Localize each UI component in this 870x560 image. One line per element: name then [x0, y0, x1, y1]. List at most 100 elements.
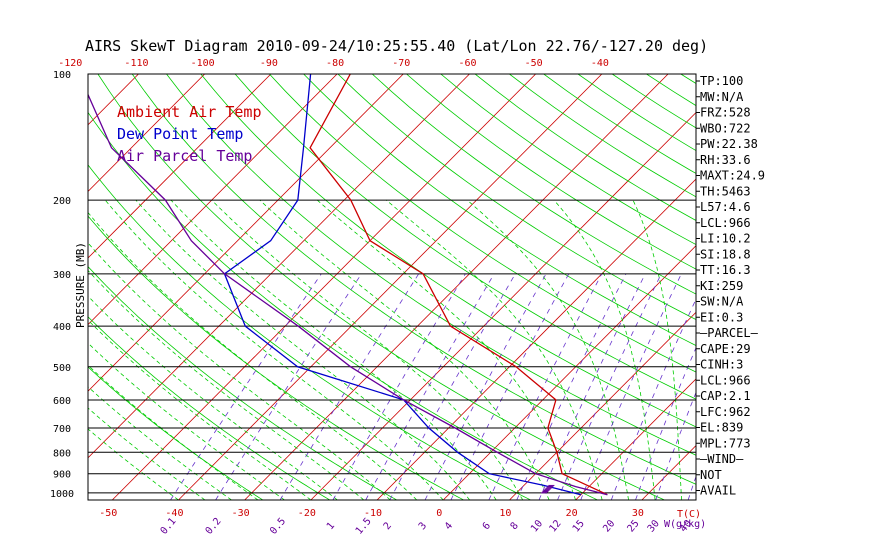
stat-item: MW:N/A — [700, 90, 744, 104]
bottom-temp-tick-label: -30 — [232, 508, 250, 519]
moist-adiabat — [88, 428, 179, 500]
mixing-ratio-tick-label: 0.2 — [204, 516, 224, 537]
pressure-tick-label: 600 — [53, 396, 71, 407]
isotherm-line — [178, 74, 603, 500]
top-temp-tick-label: -100 — [191, 58, 215, 69]
stat-item: MAXT:24.9 — [700, 169, 765, 183]
mixing-ratio-tick-label: 10 — [529, 518, 545, 534]
isotherm-line — [88, 74, 470, 459]
mixing-ratio-tick-label: 30 — [646, 518, 662, 534]
mixing-ratio-line — [557, 273, 662, 500]
legend: Ambient Air Temp Dew Point Temp Air Parcel… — [117, 103, 262, 165]
bottom-temp-tick-label: -10 — [364, 508, 382, 519]
dry-adiabat — [88, 164, 531, 500]
bottom-temp-tick-label: 30 — [632, 508, 644, 519]
stat-item: LCL:966 — [700, 373, 751, 387]
mixing-ratio-tick-label: 0.1 — [159, 516, 179, 537]
mixing-ratio-tick-label: 0.5 — [268, 516, 288, 537]
mixing-ratio-axis: 0.1 0.2 0.5 1 1.5 2 3 4 6 8 10 12 15 20 25 30 40 — [159, 516, 695, 537]
pressure-tick-label: 700 — [53, 424, 71, 435]
bottom-temp-tick-label: -20 — [298, 508, 316, 519]
bottom-temp-tick-label: 10 — [499, 508, 511, 519]
moist-adiabat — [259, 199, 550, 500]
dry-adiabat — [509, 74, 696, 198]
stat-item: AVAIL — [700, 484, 736, 498]
mixing-ratio-line — [279, 273, 420, 500]
pressure-tick-label: 200 — [53, 196, 71, 207]
dry-adiabat — [88, 266, 397, 500]
mixing-ratio-line — [389, 273, 516, 500]
stat-item: KI:259 — [700, 279, 743, 293]
pressure-tick-label: 800 — [53, 448, 71, 459]
moist-adiabat — [88, 407, 206, 500]
dry-adiabat — [88, 111, 598, 500]
mixing-ratio-line — [655, 391, 696, 500]
stat-item: PW:22.38 — [700, 137, 758, 151]
mixing-ratio-line — [365, 273, 495, 500]
mixing-ratio-line — [516, 273, 627, 500]
stat-item: FRZ:528 — [700, 106, 751, 120]
profile-ambient-air-temp — [309, 74, 608, 496]
top-temp-tick-label: -40 — [591, 58, 609, 69]
dry-adiabat — [371, 74, 696, 295]
mixing-ratio-line — [450, 273, 570, 500]
mixing-ratio-line — [215, 273, 362, 500]
legend-entry: Air Parcel Temp — [117, 147, 252, 165]
mixing-ratio-line — [424, 273, 547, 500]
mixing-ratio-line — [635, 346, 696, 500]
legend-entry: Ambient Air Temp — [117, 103, 262, 121]
isotherm-line — [0, 74, 6, 500]
stat-item: NOT — [700, 468, 722, 482]
mixing-ratio-tick-label: 6 — [481, 521, 493, 533]
mixing-ratio-line — [332, 273, 466, 500]
mixing-ratio-tick-label: 4 — [443, 521, 455, 533]
bottom-temp-tick-label: -50 — [99, 508, 117, 519]
dry-adiabat — [88, 316, 330, 500]
dry-adiabat — [131, 74, 696, 485]
mixing-ratio-tick-label: 15 — [571, 518, 587, 534]
mixing-units-label: W(g/kg) — [664, 519, 706, 530]
moist-adiabat — [553, 199, 656, 500]
stat-item: LFC:962 — [700, 405, 751, 419]
dry-adiabat — [234, 74, 696, 400]
moist-adiabat — [632, 199, 682, 500]
plot-frame — [87, 73, 697, 501]
stat-item: TH:5463 — [700, 184, 751, 198]
moist-adiabat — [385, 199, 603, 500]
isotherm-line — [88, 74, 404, 392]
top-temp-tick-label: -110 — [124, 58, 148, 69]
bottom-temp-tick-label: 20 — [566, 508, 578, 519]
moist-adiabat — [88, 342, 285, 500]
dry-adiabat — [303, 74, 696, 346]
stat-item: LCL:966 — [700, 216, 751, 230]
top-temp-tick-label: -90 — [260, 58, 278, 69]
dry-adiabat — [97, 74, 665, 500]
mixing-ratio-tick-label: 20 — [601, 518, 617, 534]
mixing-ratio-line — [610, 298, 696, 500]
legend-entry: Dew Point Temp — [117, 125, 243, 143]
stat-item: CINH:3 — [700, 358, 743, 372]
dry-adiabat — [646, 74, 696, 107]
bottom-temp-tick-label: -40 — [165, 508, 183, 519]
isotherm-line — [774, 74, 870, 500]
dry-adiabat — [88, 366, 264, 500]
isotherm-line — [509, 311, 696, 500]
thermo-grid — [0, 74, 870, 500]
moist-adiabat — [466, 199, 629, 500]
stat-item: SW:N/A — [700, 295, 744, 309]
isotherm-line — [88, 74, 205, 192]
top-temp-tick-label: -50 — [525, 58, 543, 69]
stat-item: —PARCEL— — [700, 326, 759, 340]
dry-adiabat — [269, 74, 696, 373]
isotherm-line — [88, 74, 272, 259]
top-temp-tick-label: -80 — [326, 58, 344, 69]
moist-adiabat — [88, 242, 391, 500]
mixing-ratio-line — [580, 273, 682, 500]
mixing-ratio-tick-label: 8 — [509, 521, 521, 533]
isotherm-line — [88, 74, 338, 326]
pressure-tick-label: 400 — [53, 322, 71, 333]
moist-adiabat — [170, 199, 497, 500]
dry-adiabat — [88, 215, 464, 500]
